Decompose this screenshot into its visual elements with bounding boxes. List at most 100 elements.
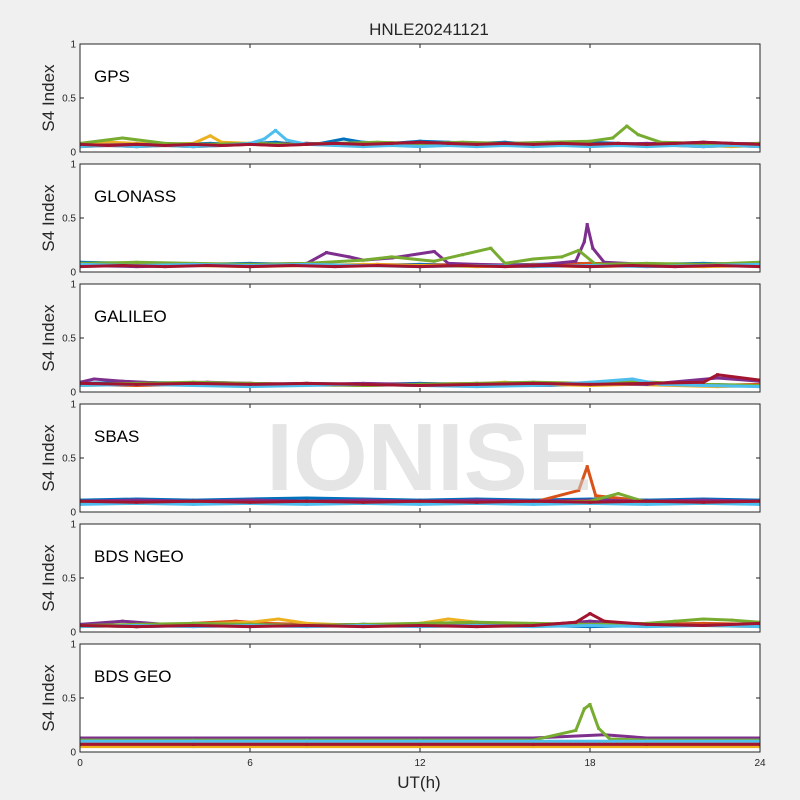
y-tick-label: 0 <box>70 628 76 639</box>
data-point <box>531 736 535 740</box>
data-point <box>80 736 82 740</box>
data-point <box>121 136 124 140</box>
data-point <box>418 742 422 746</box>
data-point <box>418 502 422 506</box>
data-point <box>163 144 167 147</box>
data-point <box>588 145 592 149</box>
data-point <box>80 624 82 627</box>
data-point <box>673 619 677 623</box>
data-point <box>758 262 760 266</box>
series-7 <box>80 373 760 387</box>
data-layer <box>80 612 760 629</box>
data-point <box>659 140 663 144</box>
data-point <box>645 745 649 749</box>
data-point <box>361 498 365 502</box>
series-4 <box>80 733 760 740</box>
data-point <box>531 745 535 749</box>
data-point <box>80 499 82 503</box>
y-tick-label: 1 <box>70 160 76 171</box>
data-point <box>758 265 760 269</box>
series-7 <box>80 612 760 629</box>
data-point <box>475 385 479 389</box>
data-point <box>135 500 139 504</box>
data-point <box>461 264 464 267</box>
data-point <box>248 142 252 146</box>
plot-area <box>80 524 760 632</box>
plot-area <box>80 44 760 152</box>
y-tick-label: 0 <box>70 508 76 519</box>
data-point <box>333 141 337 145</box>
panel-bds-ngeo: 0 0.5 1 BDS NGEO S4 Index <box>39 520 761 639</box>
data-point <box>191 621 195 625</box>
y-tick-label: 0 <box>70 268 76 279</box>
data-point <box>531 257 535 261</box>
data-layer <box>80 373 760 389</box>
data-point <box>80 265 82 269</box>
data-point <box>673 141 677 145</box>
data-point <box>631 264 634 267</box>
data-point <box>588 382 592 386</box>
data-point <box>531 499 535 503</box>
data-point <box>418 384 422 387</box>
data-point <box>574 728 578 732</box>
data-point <box>758 621 760 625</box>
data-point <box>361 500 365 504</box>
plot-area <box>80 164 760 272</box>
data-point <box>716 264 719 267</box>
data-point <box>531 384 535 387</box>
data-point <box>730 141 734 145</box>
data-point <box>163 141 167 145</box>
data-point <box>531 742 535 746</box>
data-point <box>701 384 705 387</box>
data-point <box>191 499 195 503</box>
data-point <box>503 144 507 147</box>
y-axis-label: S4 Index <box>39 304 58 372</box>
data-point <box>585 465 589 469</box>
series-7 <box>80 742 760 746</box>
data-point <box>625 124 629 128</box>
data-point <box>248 382 252 386</box>
data-layer <box>80 124 760 149</box>
panel-sbas: 0 0.5 1 SBAS S4 Index <box>39 400 761 519</box>
data-point <box>730 618 734 622</box>
plot-area <box>80 284 760 392</box>
data-point <box>418 624 422 627</box>
data-point <box>106 140 110 144</box>
data-point <box>475 498 479 502</box>
data-point <box>276 617 280 621</box>
y-tick-label: 0.5 <box>62 454 76 465</box>
y-tick-label: 1 <box>70 40 76 51</box>
data-point <box>191 739 195 743</box>
panels: 0 0.5 1 GPS S4 Index 0 0.5 1 GLONASS S4 Index 0 0.5… <box>39 40 766 770</box>
plot-area <box>80 404 760 512</box>
data-point <box>574 620 578 624</box>
data-point <box>758 260 760 264</box>
data-point <box>582 707 586 711</box>
data-point <box>588 619 592 623</box>
data-point <box>418 736 422 740</box>
data-point <box>418 745 422 749</box>
data-point <box>531 145 535 149</box>
data-point <box>645 739 649 743</box>
data-point <box>106 144 110 147</box>
data-point <box>758 499 760 503</box>
data-point <box>291 264 294 267</box>
data-point <box>361 145 365 149</box>
data-point <box>191 624 195 627</box>
data-point <box>191 736 195 740</box>
data-point <box>220 144 224 147</box>
data-point <box>730 144 734 147</box>
y-axis-label: S4 Index <box>39 424 58 492</box>
data-point <box>418 499 422 503</box>
data-point <box>446 261 450 265</box>
data-point <box>701 617 705 621</box>
y-tick-label: 0.5 <box>62 214 76 225</box>
data-point <box>594 494 598 498</box>
y-tick-label: 1 <box>70 280 76 291</box>
data-point <box>390 144 394 147</box>
data-point <box>608 737 612 741</box>
data-point <box>758 502 760 506</box>
panel-label: BDS NGEO <box>94 547 184 566</box>
data-point <box>208 134 212 138</box>
data-point <box>758 385 760 389</box>
